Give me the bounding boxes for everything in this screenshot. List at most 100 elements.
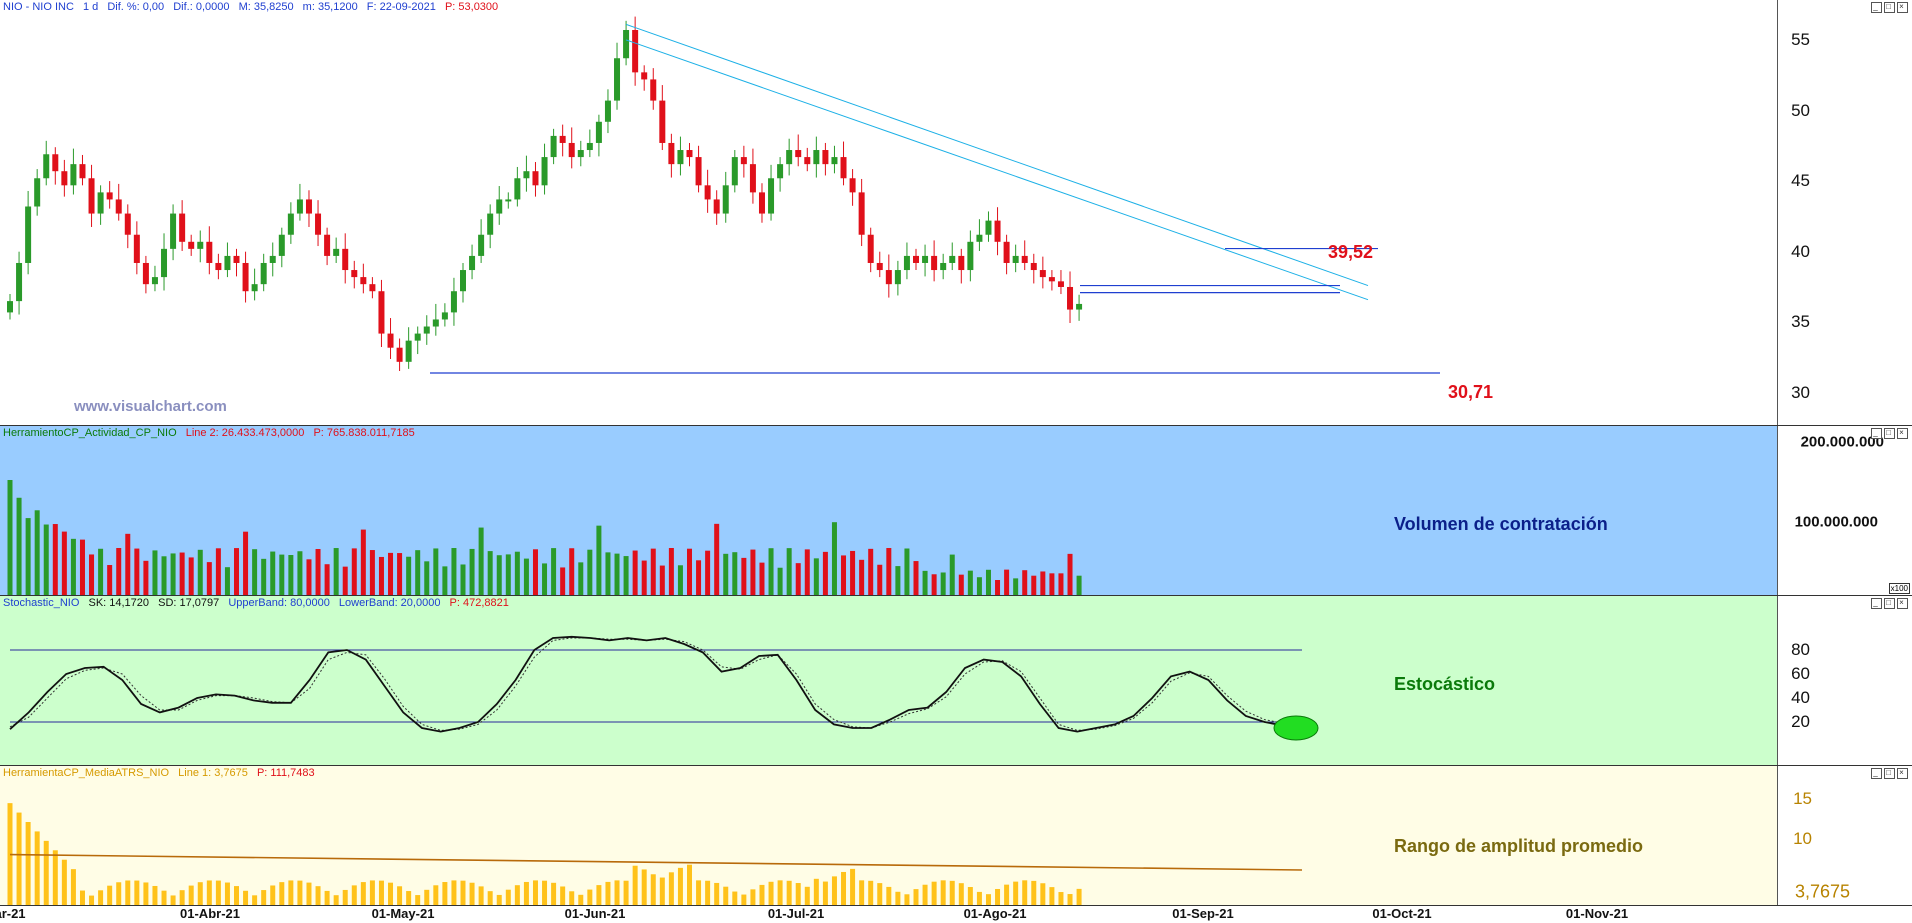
close-icon[interactable]: × [1897, 768, 1908, 779]
x-axis[interactable] [0, 905, 1912, 923]
candle-body [161, 248, 168, 278]
volume-tick: 100.000.000 [1794, 513, 1878, 531]
candle-body [233, 255, 240, 263]
volume-bar [596, 525, 602, 595]
volume-bar [877, 564, 883, 595]
volume-bar [632, 550, 638, 595]
candle-body [43, 154, 50, 179]
atr-bar [705, 880, 711, 905]
volume-bar [904, 548, 910, 595]
x-axis-label: 01-Nov-21 [1565, 906, 1629, 921]
volume-bar [134, 548, 140, 595]
atr-bar [243, 890, 249, 905]
candle-body [541, 157, 548, 186]
price-axis[interactable] [1777, 0, 1912, 425]
volume-axis[interactable] [1777, 426, 1912, 595]
volume-bar [822, 551, 828, 595]
candle-body [677, 150, 684, 165]
candle-body [913, 255, 919, 263]
atr-bar [478, 886, 484, 905]
atr-title: Rango de amplitud promedio [1394, 836, 1644, 856]
atr-price-value: P: 111,7483 [256, 767, 315, 779]
stochastic-price-value: P: 472,8821 [449, 597, 509, 609]
stochastic-window-buttons[interactable]: _ □ × [1869, 597, 1908, 609]
volume-bar [170, 553, 176, 595]
atr-bar [904, 894, 910, 905]
atr-bar [523, 881, 529, 905]
candle-body [903, 255, 910, 271]
atr-bar [732, 891, 738, 905]
price-window-buttons[interactable]: _ □ × [1869, 1, 1908, 13]
minimize-icon[interactable]: _ [1871, 768, 1882, 779]
candle-body [994, 220, 1001, 242]
volume-window-buttons[interactable]: _ □ × [1869, 427, 1908, 439]
volume-bar [378, 556, 384, 595]
stochastic-axis[interactable] [1777, 596, 1912, 765]
minimize-icon[interactable]: _ [1871, 428, 1882, 439]
price-tick: 35 [1791, 312, 1810, 332]
atr-bar [913, 889, 919, 905]
atr-bar [134, 880, 140, 905]
stochastic-tick: 80 [1791, 640, 1810, 659]
atr-bar [188, 885, 194, 905]
maximize-icon[interactable]: □ [1884, 428, 1895, 439]
volume-bar [61, 531, 67, 595]
volume-bar [89, 554, 95, 595]
atr-bar [940, 880, 946, 905]
volume-bar [659, 565, 665, 595]
candle-body [623, 30, 630, 59]
volume-bar [107, 565, 113, 595]
atr-bar [1013, 881, 1019, 905]
candle-body [269, 255, 276, 263]
atr-bar [424, 889, 430, 905]
atr-bar [578, 894, 584, 905]
candle-body [985, 220, 992, 235]
minimize-icon[interactable]: _ [1871, 2, 1882, 13]
atr-bar [1058, 892, 1064, 905]
volume-bar [1058, 573, 1064, 595]
candle-body [840, 157, 847, 179]
atr-bar [7, 803, 13, 905]
volume-bar [1067, 553, 1073, 595]
close-icon[interactable]: × [1897, 598, 1908, 609]
candle-body [822, 150, 829, 165]
volume-bar [406, 556, 412, 595]
atr-bar [415, 895, 421, 905]
candle-body [224, 255, 231, 271]
volume-bar [523, 558, 529, 595]
atr-axis[interactable] [1777, 766, 1912, 905]
atr-bar [342, 889, 348, 905]
maximize-icon[interactable]: □ [1884, 2, 1895, 13]
atr-bar [397, 886, 403, 905]
atr-window-buttons[interactable]: _ □ × [1869, 767, 1908, 779]
atr-plot[interactable] [0, 766, 1778, 905]
candle-body [25, 206, 32, 263]
atr-bar [288, 880, 294, 905]
sd-line [9, 637, 1303, 731]
volume-bar [16, 497, 22, 595]
dif-pct-label: Dif. %: 0,00 [107, 1, 165, 13]
candle-body [405, 340, 412, 362]
close-icon[interactable]: × [1897, 428, 1908, 439]
price-plot[interactable] [0, 0, 1778, 425]
maximize-icon[interactable]: □ [1884, 598, 1895, 609]
volume-bar [587, 549, 593, 595]
volume-bar [741, 557, 747, 595]
volume-plot[interactable] [0, 426, 1778, 595]
volume-bar [1031, 575, 1037, 595]
stochastic-plot[interactable] [0, 596, 1778, 765]
candle-body [858, 192, 865, 235]
volume-bar [70, 538, 76, 595]
volume-bar [985, 569, 991, 595]
candle-body [414, 333, 421, 341]
close-icon[interactable]: × [1897, 2, 1908, 13]
atr-header: HerramientaCP_MediaATRS_NIO Line 1: 3,76… [0, 766, 321, 780]
minimize-icon[interactable]: _ [1871, 598, 1882, 609]
candle-body [586, 142, 593, 151]
candle-body [1012, 255, 1019, 263]
max-label: M: 35,8250 [238, 1, 294, 13]
candle-body [1021, 255, 1028, 263]
atr-bar [696, 880, 702, 905]
maximize-icon[interactable]: □ [1884, 768, 1895, 779]
price-tick: 40 [1791, 241, 1810, 261]
